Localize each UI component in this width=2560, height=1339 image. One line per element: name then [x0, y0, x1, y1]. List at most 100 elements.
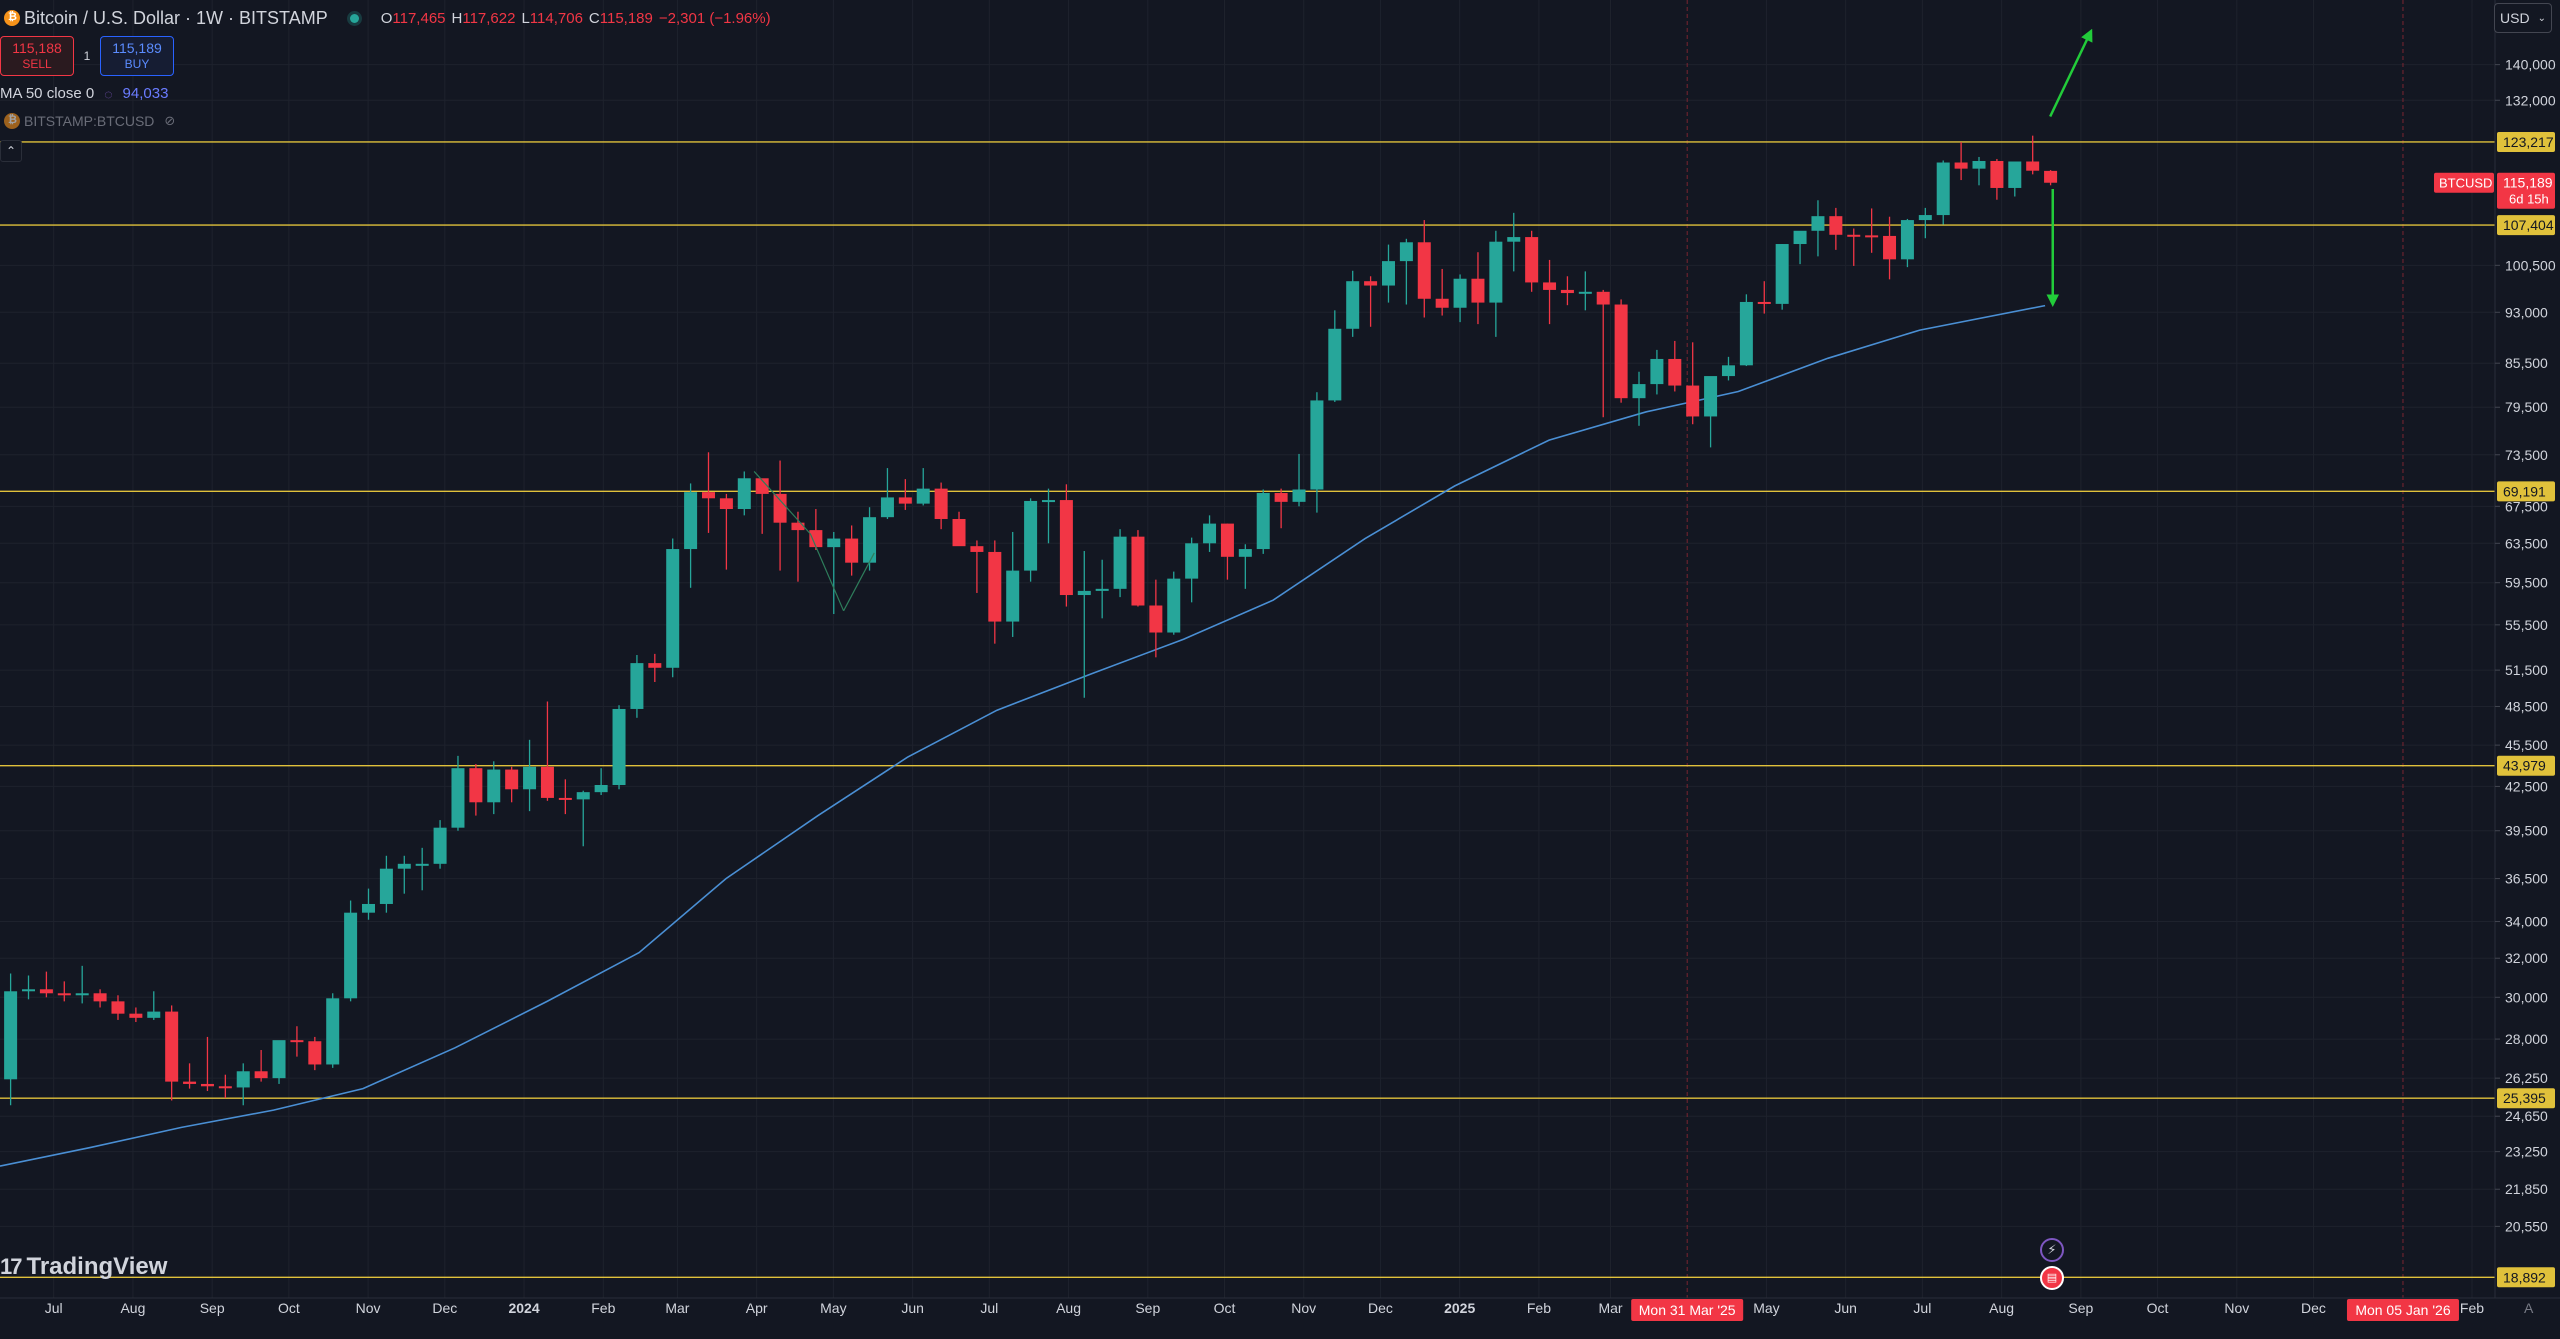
candle[interactable] — [1507, 212, 1521, 272]
candle[interactable] — [147, 991, 161, 1020]
candle[interactable] — [57, 981, 71, 1002]
candle[interactable] — [1900, 218, 1914, 268]
candle[interactable] — [1203, 515, 1217, 552]
candle[interactable] — [719, 493, 733, 570]
candle[interactable] — [1381, 244, 1395, 303]
candle[interactable] — [1238, 544, 1252, 589]
us-flag-event-icon[interactable]: ▤ — [2040, 1266, 2064, 1290]
lightning-event-icon[interactable]: ⚡ — [2040, 1238, 2064, 1262]
indicator-legend[interactable]: MA 50 close 0 ◌ 94,033 — [0, 85, 168, 102]
candle[interactable] — [218, 1074, 232, 1099]
candle[interactable] — [1650, 349, 1664, 395]
candle[interactable] — [415, 847, 429, 891]
candle[interactable] — [701, 452, 715, 533]
candle[interactable] — [1543, 259, 1557, 325]
candle[interactable] — [1346, 270, 1360, 337]
candle[interactable] — [1560, 276, 1574, 306]
candle[interactable] — [1292, 453, 1306, 507]
candle[interactable] — [773, 460, 787, 571]
candle[interactable] — [2026, 135, 2040, 175]
collapse-legend-button[interactable]: ⌃ — [0, 140, 22, 162]
candle[interactable] — [630, 655, 644, 718]
candle[interactable] — [1364, 276, 1378, 327]
candle[interactable] — [737, 471, 751, 516]
candle[interactable] — [576, 790, 590, 847]
symbol-header[interactable]: Bitcoin / U.S. Dollar · 1W · BITSTAMP O1… — [0, 0, 771, 36]
candle[interactable] — [1059, 484, 1073, 607]
candle[interactable] — [845, 525, 859, 576]
candle[interactable] — [1614, 299, 1628, 403]
auto-scale-button[interactable]: A — [2524, 1300, 2534, 1316]
candle[interactable] — [272, 1040, 286, 1084]
candle[interactable] — [362, 888, 376, 920]
candle[interactable] — [1721, 356, 1735, 381]
candle[interactable] — [988, 540, 1002, 644]
candle[interactable] — [308, 1036, 322, 1071]
candle[interactable] — [379, 855, 393, 913]
candle[interactable] — [1471, 252, 1485, 325]
candle[interactable] — [451, 755, 465, 831]
candle[interactable] — [1596, 289, 1610, 418]
candle[interactable] — [880, 468, 894, 520]
candle[interactable] — [22, 975, 36, 1000]
candle[interactable] — [612, 705, 626, 790]
candle[interactable] — [1829, 207, 1843, 250]
arrow-up[interactable] — [2049, 28, 2093, 118]
candle[interactable] — [75, 965, 89, 1004]
sell-button[interactable]: 115,188 SELL — [0, 36, 74, 76]
candle[interactable] — [952, 511, 966, 547]
candle[interactable] — [594, 768, 608, 796]
candle[interactable] — [93, 989, 107, 1008]
candle[interactable] — [1095, 559, 1109, 619]
candle[interactable] — [1704, 376, 1718, 448]
candle[interactable] — [1310, 392, 1324, 513]
candle[interactable] — [1632, 371, 1646, 426]
candle[interactable] — [397, 855, 411, 894]
candle[interactable] — [1006, 531, 1020, 637]
candle[interactable] — [129, 1007, 143, 1023]
candle[interactable] — [1256, 489, 1270, 554]
candle[interactable] — [1489, 230, 1503, 337]
candle[interactable] — [934, 482, 948, 530]
candle[interactable] — [1274, 488, 1288, 529]
eye-hidden-icon[interactable]: ⊘ — [164, 113, 176, 128]
candle[interactable] — [1739, 294, 1753, 367]
candle[interactable] — [898, 479, 912, 510]
candle[interactable] — [1131, 530, 1145, 607]
candle[interactable] — [1954, 142, 1968, 181]
candle[interactable] — [827, 531, 841, 615]
candle[interactable] — [523, 739, 537, 812]
candle[interactable] — [183, 1063, 197, 1089]
candle[interactable] — [1399, 238, 1413, 305]
candle[interactable] — [1113, 529, 1127, 598]
candle[interactable] — [326, 993, 340, 1068]
candle[interactable] — [290, 1026, 304, 1057]
candle[interactable] — [1936, 160, 1950, 225]
candle[interactable] — [916, 468, 930, 506]
candle[interactable] — [1578, 271, 1592, 311]
candle[interactable] — [2044, 170, 2058, 186]
candle[interactable] — [39, 971, 53, 998]
candle[interactable] — [809, 509, 823, 551]
candle[interactable] — [254, 1049, 268, 1082]
trend-line[interactable] — [843, 552, 875, 612]
candle[interactable] — [1918, 207, 1932, 239]
candle[interactable] — [1883, 216, 1897, 280]
candle[interactable] — [755, 478, 769, 534]
candle[interactable] — [648, 653, 662, 682]
candle[interactable] — [1525, 230, 1539, 292]
candle[interactable] — [791, 511, 805, 582]
candle[interactable] — [1417, 220, 1431, 318]
candle[interactable] — [1149, 579, 1163, 658]
candle[interactable] — [1775, 244, 1789, 310]
candle[interactable] — [1847, 228, 1861, 266]
candle[interactable] — [1990, 158, 2004, 200]
candle[interactable] — [2008, 161, 2022, 197]
symbol-title[interactable]: Bitcoin / U.S. Dollar · 1W · BITSTAMP — [24, 7, 328, 28]
compare-symbol-legend[interactable]: BITSTAMP:BTCUSD ⊘ — [0, 113, 175, 129]
candle[interactable] — [1453, 274, 1467, 323]
candle[interactable] — [433, 820, 447, 869]
candle[interactable] — [236, 1063, 250, 1106]
candle[interactable] — [1686, 342, 1700, 425]
candle[interactable] — [1185, 537, 1199, 603]
